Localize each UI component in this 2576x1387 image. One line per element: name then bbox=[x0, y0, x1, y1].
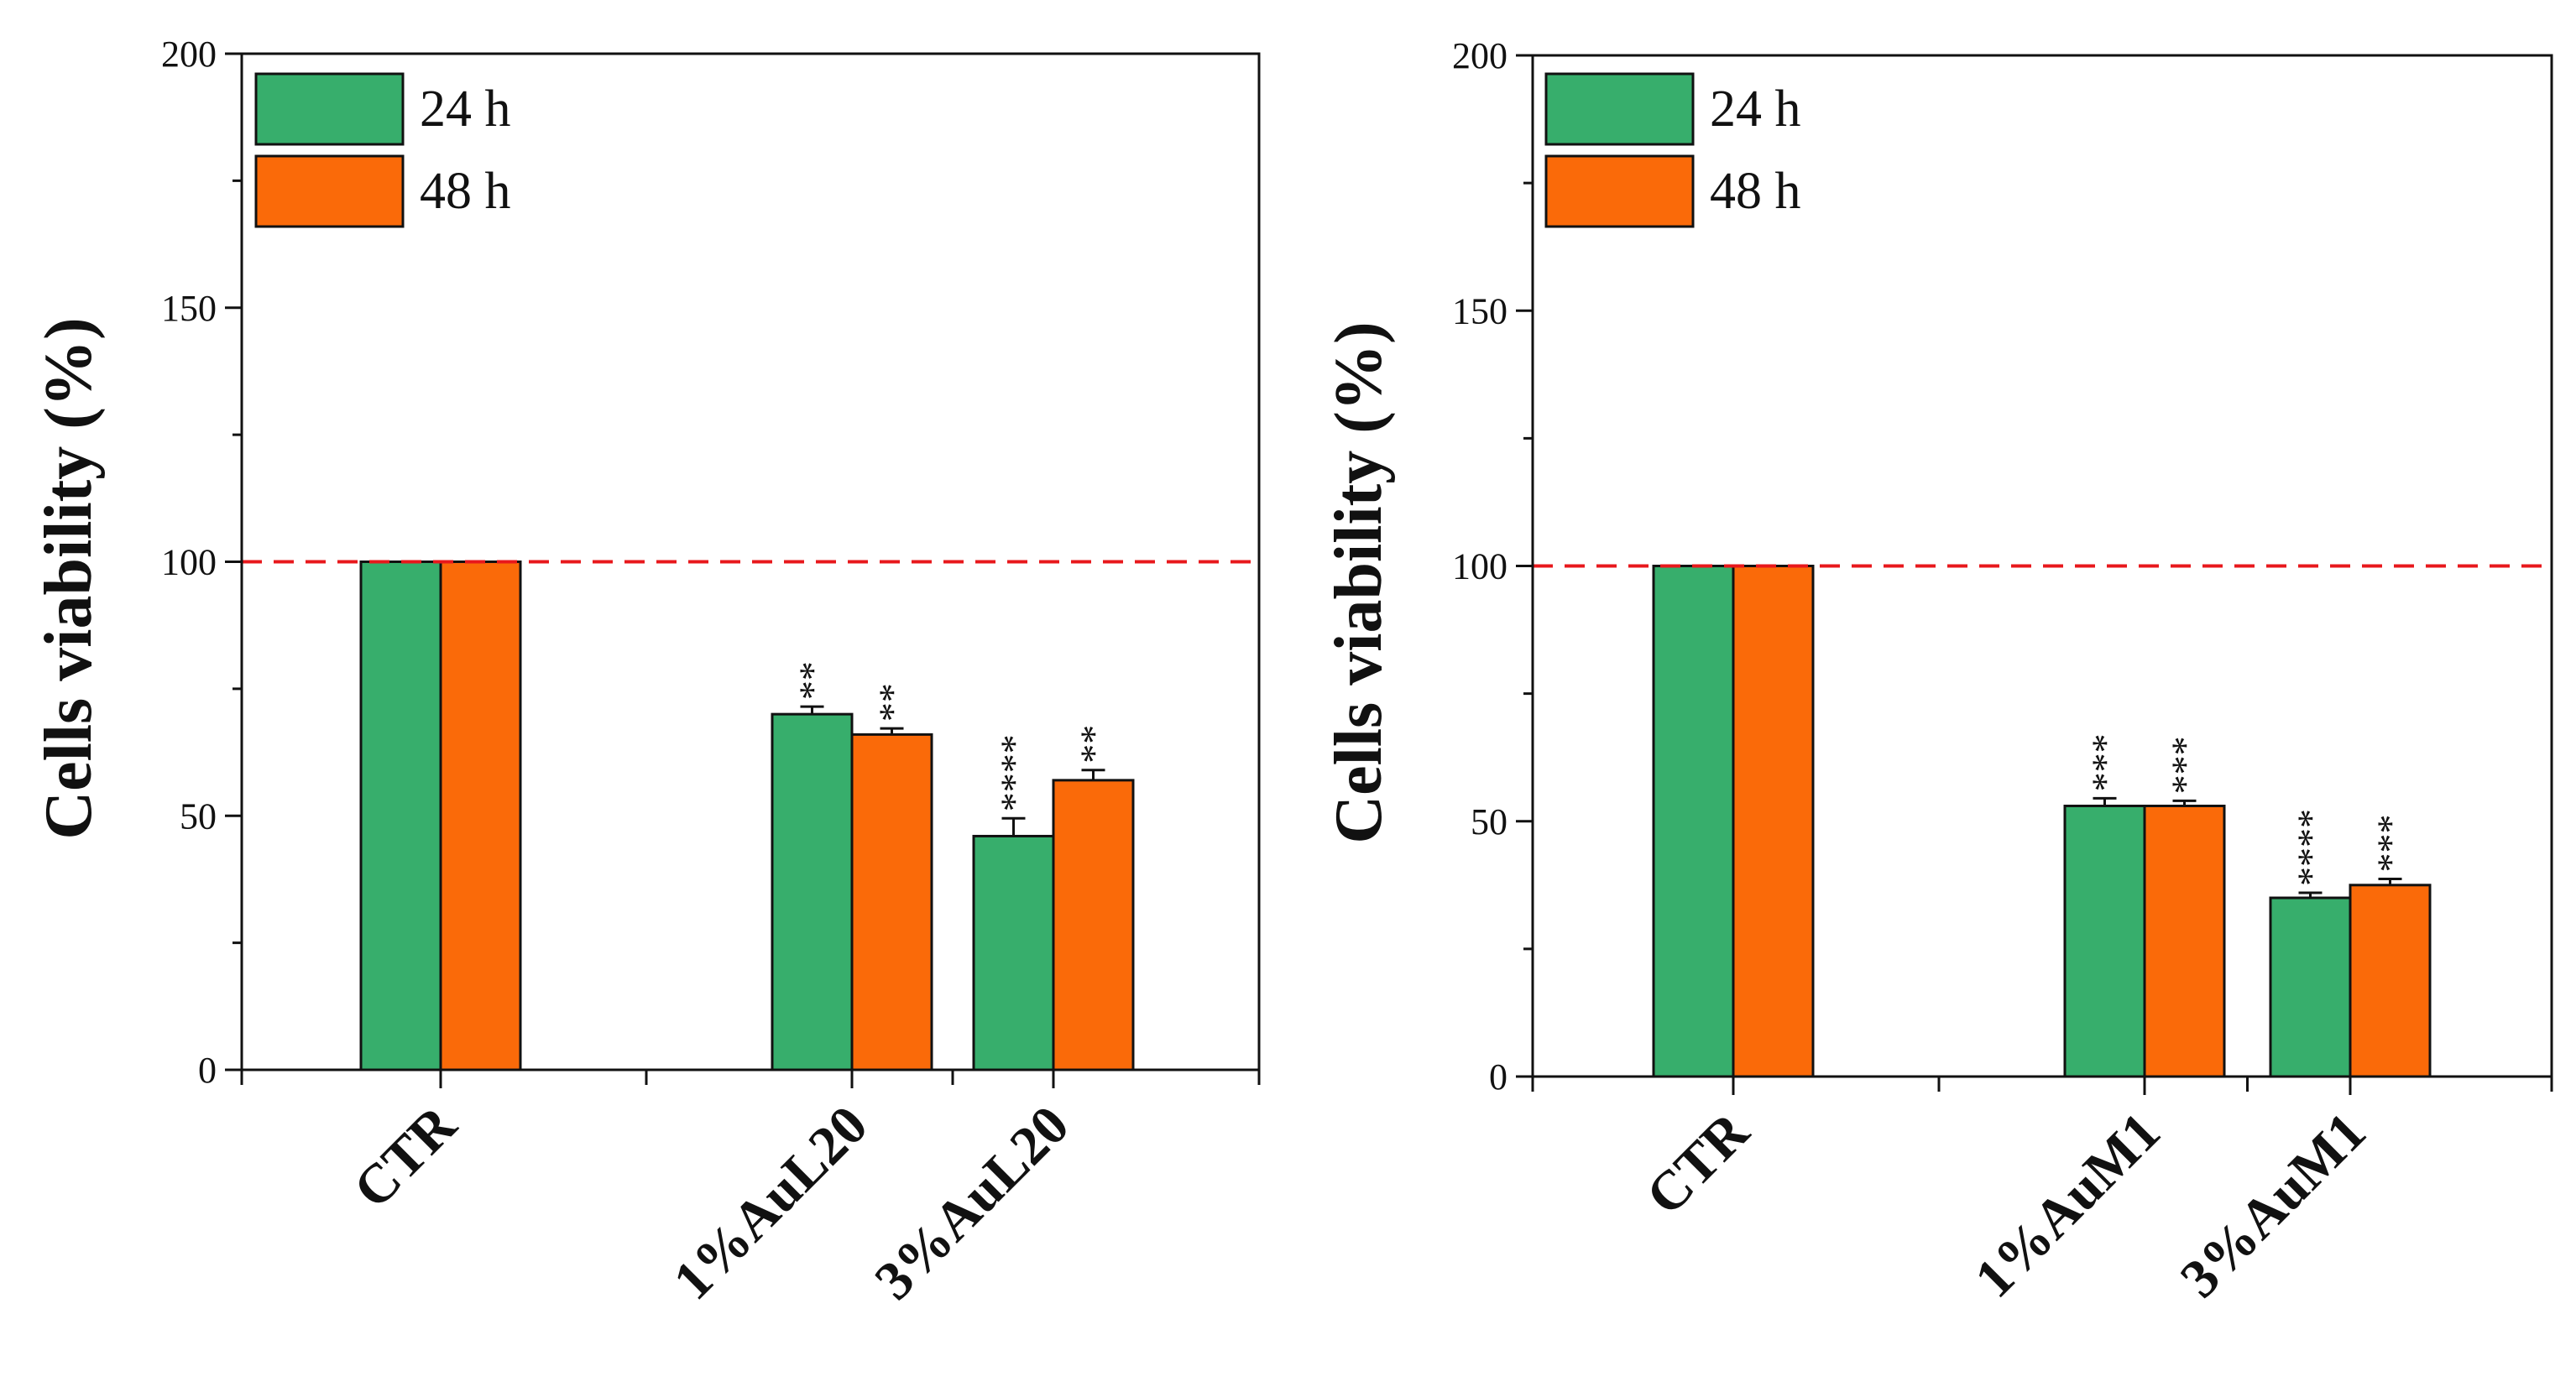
error-bar-3%AuM1-48h bbox=[2378, 878, 2402, 885]
significance-3%AuM1-24h: **** bbox=[2290, 809, 2333, 886]
bar-1%AuM1-24h bbox=[2063, 804, 2146, 1078]
category-label-CTR: CTR bbox=[1634, 1100, 1761, 1227]
significance-3%AuL20-48h: ** bbox=[1073, 725, 1116, 764]
bar-1%AuL20-48h bbox=[850, 733, 933, 1072]
error-bar-1%AuM1-24h bbox=[2093, 796, 2117, 806]
legend-label-48h: 48 h bbox=[1710, 163, 1801, 220]
y-tick-label: 50 bbox=[180, 795, 217, 837]
legend: 24 h 48 h bbox=[1544, 72, 1801, 228]
category-label-3%AuM1: 3%AuM1 bbox=[2169, 1101, 2378, 1310]
legend-swatch-24h bbox=[254, 72, 405, 146]
legend-swatch-48h bbox=[254, 154, 405, 228]
y-tick-label: 50 bbox=[1471, 801, 1507, 842]
bar-1%AuL20-24h bbox=[771, 712, 854, 1072]
legend: 24 h 48 h bbox=[254, 72, 511, 228]
error-bar-3%AuL20-24h bbox=[1001, 816, 1026, 837]
significance-3%AuM1-48h: *** bbox=[2370, 815, 2412, 873]
y-tick-label: 150 bbox=[161, 288, 217, 329]
legend-label-24h: 24 h bbox=[420, 81, 511, 138]
legend-label-24h: 24 h bbox=[1710, 81, 1801, 138]
bar-3%AuM1-24h bbox=[2269, 896, 2352, 1078]
bar-CTR-48h bbox=[1732, 565, 1815, 1078]
category-label-1%AuM1: 1%AuM1 bbox=[1963, 1101, 2172, 1310]
significance-1%AuL20-24h: ** bbox=[792, 661, 834, 700]
bar-CTR-48h bbox=[439, 561, 522, 1072]
bar-3%AuM1-48h bbox=[2349, 884, 2432, 1078]
bar-CTR-24h bbox=[1652, 565, 1735, 1078]
legend-swatch-24h bbox=[1544, 72, 1695, 146]
bar-3%AuL20-24h bbox=[972, 834, 1055, 1072]
error-bar-3%AuL20-48h bbox=[1081, 769, 1105, 780]
error-bar-1%AuL20-48h bbox=[880, 727, 904, 735]
y-tick-label: 150 bbox=[1452, 290, 1507, 331]
significance-1%AuM1-24h: *** bbox=[2084, 733, 2127, 791]
significance-1%AuM1-48h: *** bbox=[2164, 736, 2207, 794]
error-bar-3%AuM1-24h bbox=[2298, 891, 2323, 899]
y-axis-label: Cells viability (%) bbox=[1322, 321, 1396, 843]
error-bar-1%AuL20-24h bbox=[800, 705, 824, 715]
y-tick-label: 0 bbox=[1489, 1056, 1507, 1098]
y-tick-label: 200 bbox=[161, 34, 217, 75]
y-tick-label: 100 bbox=[1452, 546, 1507, 587]
legend-label-48h: 48 h bbox=[420, 163, 511, 220]
significance-1%AuL20-48h: ** bbox=[871, 683, 914, 722]
legend-swatch-48h bbox=[1544, 154, 1695, 228]
bar-1%AuM1-48h bbox=[2143, 804, 2226, 1078]
category-label-CTR: CTR bbox=[342, 1093, 468, 1220]
bar-CTR-24h bbox=[359, 561, 442, 1072]
error-bar-1%AuM1-48h bbox=[2172, 799, 2197, 806]
category-label-3%AuL20: 3%AuL20 bbox=[864, 1094, 1081, 1311]
y-axis-label: Cells viability (%) bbox=[32, 317, 106, 839]
bar-3%AuL20-48h bbox=[1052, 779, 1135, 1072]
y-tick-label: 100 bbox=[161, 542, 217, 583]
significance-3%AuL20-24h: **** bbox=[993, 734, 1036, 811]
y-tick-label: 200 bbox=[1452, 35, 1507, 76]
y-tick-label: 0 bbox=[198, 1050, 217, 1091]
category-label-1%AuL20: 1%AuL20 bbox=[662, 1094, 880, 1311]
